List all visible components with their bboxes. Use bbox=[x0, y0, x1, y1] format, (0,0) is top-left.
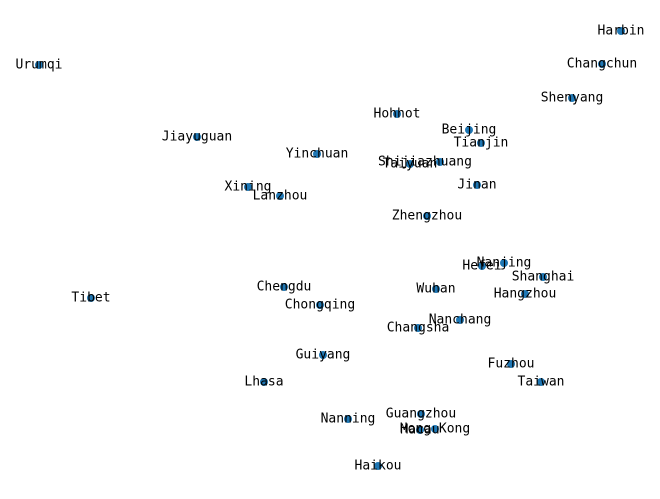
city-marker-shanghai bbox=[539, 273, 547, 281]
city-marker-nanjing bbox=[500, 259, 508, 267]
city-label-hong-kong: Hong Kong bbox=[400, 422, 470, 437]
city-marker-chongqing bbox=[316, 301, 324, 309]
city-label-macau: Macau bbox=[400, 423, 439, 438]
city-marker-guiyang bbox=[319, 351, 327, 359]
city-marker-lanzhou bbox=[276, 192, 284, 200]
city-marker-nanchang bbox=[456, 316, 464, 324]
city-label-changsha: Changsha bbox=[387, 321, 450, 336]
city-marker-tianjin bbox=[477, 139, 485, 147]
city-marker-yinchuan bbox=[313, 150, 321, 158]
city-marker-hong-kong bbox=[431, 425, 439, 433]
city-label-hangzhou: Hangzhou bbox=[494, 287, 557, 302]
city-marker-urumqi bbox=[35, 61, 43, 69]
city-label-guangzhou: Guangzhou bbox=[386, 407, 456, 422]
city-marker-changsha bbox=[414, 324, 422, 332]
city-label-xining: Xining bbox=[225, 180, 272, 195]
city-marker-wuhan bbox=[432, 285, 440, 293]
city-marker-lhasa bbox=[260, 378, 268, 386]
city-marker-taiyuan bbox=[406, 160, 414, 168]
city-label-beijing: Beijing bbox=[442, 123, 497, 138]
city-label-yinchuan: Yinchuan bbox=[286, 147, 349, 162]
city-label-lanzhou: Lanzhou bbox=[253, 189, 308, 204]
city-label-zhengzhou: Zhengzhou bbox=[392, 209, 462, 224]
city-marker-fuzhou bbox=[507, 360, 515, 368]
city-marker-macau bbox=[416, 426, 424, 434]
city-label-chengdu: Chengdu bbox=[257, 280, 312, 295]
city-label-hefei: Hefei bbox=[462, 259, 501, 274]
city-marker-harbin bbox=[617, 27, 625, 35]
city-marker-tibet bbox=[87, 294, 95, 302]
city-marker-xining bbox=[244, 183, 252, 191]
city-label-fuzhou: Fuzhou bbox=[488, 357, 535, 372]
city-label-jinan: Jinan bbox=[457, 178, 496, 193]
city-label-jiayuguan: Jiayuguan bbox=[162, 130, 232, 145]
city-label-haikou: Haikou bbox=[355, 459, 402, 474]
city-marker-zhengzhou bbox=[423, 212, 431, 220]
city-labels: Harbin Urumqi Changchun Shenyang Hohhot Beiji… bbox=[16, 24, 645, 474]
city-marker-beijing bbox=[465, 126, 473, 134]
city-label-nanjing: Nanjing bbox=[477, 256, 532, 271]
city-marker-changchun bbox=[598, 60, 606, 68]
city-label-nanning: Nanning bbox=[321, 412, 376, 427]
city-label-urumqi: Urumqi bbox=[16, 58, 63, 73]
city-label-shanghai: Shanghai bbox=[512, 270, 575, 285]
city-markers bbox=[35, 27, 625, 470]
city-marker-hefei bbox=[478, 262, 486, 270]
city-label-taiyuan: Taiyuan bbox=[383, 157, 438, 172]
city-marker-shenyang bbox=[568, 94, 576, 102]
city-marker-jinan bbox=[473, 181, 481, 189]
city-marker-hohhot bbox=[393, 110, 401, 118]
city-marker-nanning bbox=[344, 415, 352, 423]
city-label-tibet: Tibet bbox=[71, 291, 110, 306]
city-marker-haikou bbox=[374, 462, 382, 470]
city-label-wuhan: Wuhan bbox=[416, 282, 455, 297]
city-marker-guangzhou bbox=[417, 410, 425, 418]
city-label-tianjin: Tianjin bbox=[454, 136, 509, 151]
city-label-lhasa: Lhasa bbox=[244, 375, 283, 390]
city-marker-chengdu bbox=[280, 283, 288, 291]
city-label-nanchang: Nanchang bbox=[429, 313, 492, 328]
city-marker-hangzhou bbox=[521, 290, 529, 298]
city-label-shenyang: Shenyang bbox=[541, 91, 604, 106]
city-marker-shijiazhuang bbox=[436, 158, 444, 166]
city-label-shijiazhuang: Shijiazhuang bbox=[378, 155, 472, 170]
city-marker-jiayuguan bbox=[193, 133, 201, 141]
city-label-guiyang: Guiyang bbox=[296, 348, 351, 363]
city-label-taiwan: Taiwan bbox=[518, 375, 565, 390]
city-marker-taiwan bbox=[537, 378, 545, 386]
city-label-hohhot: Hohhot bbox=[374, 107, 421, 122]
city-label-changchun: Changchun bbox=[567, 57, 637, 72]
city-label-harbin: Harbin bbox=[598, 24, 645, 39]
city-label-chongqing: Chongqing bbox=[285, 298, 355, 313]
